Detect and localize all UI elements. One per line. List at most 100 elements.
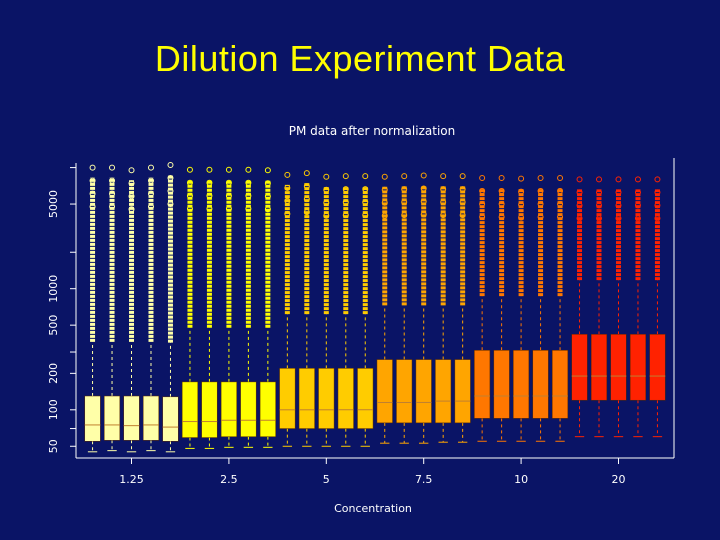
outlier-point bbox=[186, 179, 193, 186]
outlier-point bbox=[537, 175, 544, 182]
box-3 bbox=[123, 167, 140, 453]
box-body bbox=[513, 350, 530, 419]
outlier-point bbox=[245, 166, 252, 173]
box-4 bbox=[142, 164, 160, 452]
x-tick-label: 5 bbox=[323, 473, 330, 486]
box-28 bbox=[610, 176, 627, 438]
outlier-point bbox=[440, 199, 447, 206]
box-body bbox=[649, 334, 666, 401]
outlier-point bbox=[381, 199, 388, 206]
outlier-point bbox=[381, 173, 388, 180]
box-29 bbox=[629, 176, 647, 438]
outlier-point bbox=[147, 190, 154, 197]
box-19 bbox=[435, 173, 452, 443]
outlier-point bbox=[596, 189, 603, 196]
outlier-point bbox=[264, 193, 271, 200]
outlier-point bbox=[557, 175, 564, 182]
outlier-point bbox=[186, 192, 193, 199]
box-27 bbox=[590, 176, 608, 438]
box-16 bbox=[376, 173, 393, 444]
box-6 bbox=[181, 166, 198, 449]
outlier-point bbox=[225, 205, 232, 212]
outlier-point bbox=[576, 202, 583, 209]
box-20 bbox=[454, 173, 471, 443]
box-14 bbox=[337, 173, 354, 447]
outlier-point bbox=[89, 190, 96, 197]
outlier-point bbox=[537, 188, 544, 195]
box-body bbox=[590, 334, 608, 401]
outlier-point bbox=[634, 176, 641, 183]
box-13 bbox=[318, 173, 335, 447]
outlier-point bbox=[89, 203, 96, 210]
outlier-point bbox=[440, 212, 447, 219]
outlier-point bbox=[323, 212, 330, 219]
outlier-point bbox=[420, 172, 427, 179]
box-body bbox=[629, 334, 647, 401]
outlier-point bbox=[596, 215, 603, 222]
outlier-point bbox=[186, 205, 193, 212]
outlier-point bbox=[615, 189, 622, 196]
outlier-point bbox=[245, 179, 252, 186]
outlier-point bbox=[206, 166, 213, 173]
box-body bbox=[240, 381, 257, 437]
outlier-point bbox=[284, 197, 291, 204]
outlier-point bbox=[362, 199, 369, 206]
outlier-point bbox=[537, 214, 544, 221]
box-body bbox=[552, 350, 569, 419]
y-tick-label: 1000 bbox=[47, 275, 60, 303]
outlier-point bbox=[89, 164, 96, 171]
box-5 bbox=[162, 162, 179, 453]
outlier-point bbox=[459, 173, 466, 180]
box-15 bbox=[357, 173, 374, 447]
outlier-point bbox=[167, 201, 174, 208]
box-body bbox=[142, 395, 160, 441]
x-tick-label: 7.5 bbox=[415, 473, 433, 486]
slide-title: Dilution Experiment Data bbox=[154, 38, 566, 79]
box-body bbox=[162, 396, 179, 442]
outlier-point bbox=[557, 214, 564, 221]
outlier-point bbox=[342, 212, 349, 219]
outlier-point bbox=[459, 186, 466, 193]
outlier-point bbox=[440, 186, 447, 193]
outlier-point bbox=[225, 192, 232, 199]
outlier-point bbox=[362, 173, 369, 180]
outlier-point bbox=[381, 212, 388, 219]
outlier-point bbox=[615, 202, 622, 209]
outlier-point bbox=[362, 212, 369, 219]
box-30 bbox=[649, 176, 666, 438]
box-body bbox=[571, 334, 588, 401]
box-body bbox=[532, 350, 549, 419]
outlier-point bbox=[128, 167, 135, 174]
outlier-point bbox=[323, 173, 330, 180]
outlier-point bbox=[342, 173, 349, 180]
outlier-point bbox=[147, 164, 154, 171]
outlier-point bbox=[557, 188, 564, 195]
box-25 bbox=[552, 175, 569, 442]
box-body bbox=[181, 381, 198, 438]
outlier-point bbox=[128, 206, 135, 213]
box-26 bbox=[571, 176, 588, 438]
outlier-point bbox=[206, 192, 213, 199]
box-10 bbox=[259, 167, 276, 448]
outlier-point bbox=[401, 212, 408, 219]
outlier-point bbox=[479, 188, 486, 195]
outlier-point bbox=[518, 201, 525, 208]
outlier-point bbox=[654, 189, 661, 196]
box-body bbox=[376, 359, 393, 424]
outlier-point bbox=[498, 188, 505, 195]
outlier-point bbox=[128, 180, 135, 187]
outlier-point bbox=[206, 205, 213, 212]
outlier-point bbox=[498, 201, 505, 208]
box-body bbox=[454, 359, 471, 424]
outlier-point bbox=[225, 179, 232, 186]
box-body bbox=[84, 395, 101, 442]
box-9 bbox=[240, 166, 257, 448]
outlier-point bbox=[498, 214, 505, 221]
outlier-point bbox=[167, 188, 174, 195]
box-body bbox=[415, 359, 432, 424]
outlier-point bbox=[420, 198, 427, 205]
box-23 bbox=[513, 175, 530, 442]
box-11 bbox=[279, 171, 296, 447]
outlier-point bbox=[264, 167, 271, 174]
outlier-point bbox=[401, 199, 408, 206]
